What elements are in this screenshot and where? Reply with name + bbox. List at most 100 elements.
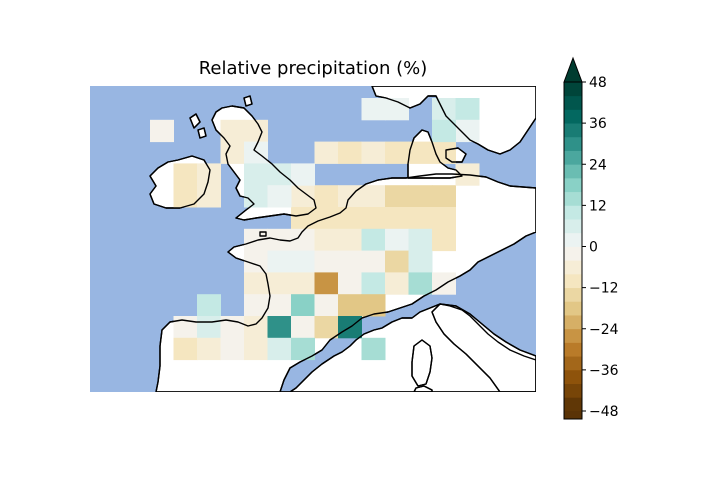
colorbar-swatch	[564, 177, 582, 193]
precip-cell	[385, 207, 409, 230]
precip-cell	[408, 250, 433, 273]
precip-cell	[385, 185, 409, 208]
precip-cell	[361, 141, 386, 164]
precip-cell	[338, 294, 362, 317]
precip-cell	[314, 294, 339, 317]
precip-cell	[361, 185, 386, 208]
colorbar-swatch	[564, 150, 582, 165]
colorbar-swatch	[564, 273, 582, 289]
precip-cell	[314, 141, 339, 164]
precipitation-cells	[150, 98, 480, 361]
precip-cell	[385, 250, 409, 273]
precip-cell	[291, 294, 315, 317]
precip-cell	[338, 141, 362, 164]
precip-cell	[385, 98, 409, 121]
precip-cell	[173, 163, 198, 186]
precip-cell	[197, 337, 221, 361]
precip-cell	[314, 250, 339, 273]
precip-cell	[432, 228, 456, 252]
precip-cell	[267, 294, 292, 317]
precip-cell	[291, 272, 315, 295]
precip-cell	[314, 185, 339, 208]
precip-cell	[338, 250, 362, 273]
precip-cell	[455, 98, 480, 121]
map-area	[90, 86, 536, 392]
precip-cell	[150, 119, 174, 143]
precip-cell	[244, 163, 268, 186]
colorbar-tick-label: 0	[589, 240, 598, 256]
precip-cell	[267, 163, 292, 186]
precip-cell	[244, 141, 268, 164]
precip-cell	[244, 272, 268, 295]
precip-cell	[361, 272, 386, 295]
precip-cell	[385, 141, 409, 164]
precip-cell	[220, 119, 245, 143]
colorbar-swatch	[564, 109, 582, 124]
precip-cell	[244, 119, 268, 143]
colorbar-swatch	[564, 191, 582, 206]
colorbar-tick-label: −24	[589, 322, 619, 338]
precip-cell	[197, 316, 221, 339]
colorbar-swatch	[564, 342, 582, 357]
colorbar-tick-label: −12	[589, 281, 619, 297]
precip-cell	[361, 294, 386, 317]
colorbar-swatch	[564, 369, 582, 384]
precip-cell	[244, 250, 268, 273]
precip-cell	[291, 163, 315, 186]
precip-cell	[291, 228, 315, 252]
precip-cell	[197, 294, 221, 317]
colorbar-swatch	[564, 95, 582, 110]
colorbar-tick-label: −48	[589, 404, 619, 420]
precip-cell	[267, 272, 292, 295]
precip-cell	[432, 98, 456, 121]
precip-cell	[267, 337, 292, 361]
precip-cell	[220, 316, 245, 339]
precip-cell	[173, 337, 198, 361]
colorbar-swatch	[564, 287, 582, 302]
coastline	[155, 173, 536, 392]
colorbar-swatch	[564, 232, 582, 247]
precip-cell	[197, 185, 221, 208]
coastline	[431, 303, 536, 392]
precip-cell	[267, 185, 292, 208]
precip-cell	[220, 141, 245, 164]
precip-cell	[267, 316, 292, 339]
colorbar-swatch	[564, 136, 582, 151]
colorbar-tick-label: −36	[589, 363, 619, 379]
colorbar-swatch	[564, 301, 582, 316]
colorbar-swatch	[564, 383, 582, 398]
precip-cell	[220, 337, 245, 361]
precip-cell	[291, 316, 315, 339]
colorbar: −48 −36 −24 −12 0 12 24 36 48	[563, 56, 619, 420]
precip-cell	[385, 272, 409, 295]
precip-cell	[361, 98, 386, 121]
coastline	[243, 95, 253, 107]
colorbar-swatch	[564, 205, 582, 220]
colorbar-swatch	[564, 315, 582, 330]
precip-cell	[291, 185, 315, 208]
precip-cell	[361, 207, 386, 230]
precip-cell	[173, 185, 198, 208]
coastline	[149, 155, 211, 209]
colorbar-tick-label: 12	[589, 198, 607, 214]
coastline	[445, 147, 467, 163]
precip-cell	[432, 119, 456, 143]
precip-cell	[408, 207, 433, 230]
precip-cell	[173, 316, 198, 339]
precip-cell	[432, 185, 456, 208]
coastline	[197, 127, 207, 139]
precip-cell	[244, 185, 268, 208]
precip-cell	[314, 228, 339, 252]
precip-cell	[338, 228, 362, 252]
precip-cell	[432, 272, 456, 295]
precip-cell	[291, 207, 315, 230]
precip-cell	[291, 337, 315, 361]
colorbar-extend-arrow	[563, 56, 583, 83]
precip-cell	[267, 250, 292, 273]
precip-cell	[361, 337, 386, 361]
precip-cell	[455, 119, 480, 143]
colorbar-tick-label: 24	[589, 157, 607, 173]
colorbar-tick-label: 36	[589, 116, 607, 132]
colorbar-swatch	[564, 246, 582, 261]
colorbar-swatch	[564, 260, 582, 275]
